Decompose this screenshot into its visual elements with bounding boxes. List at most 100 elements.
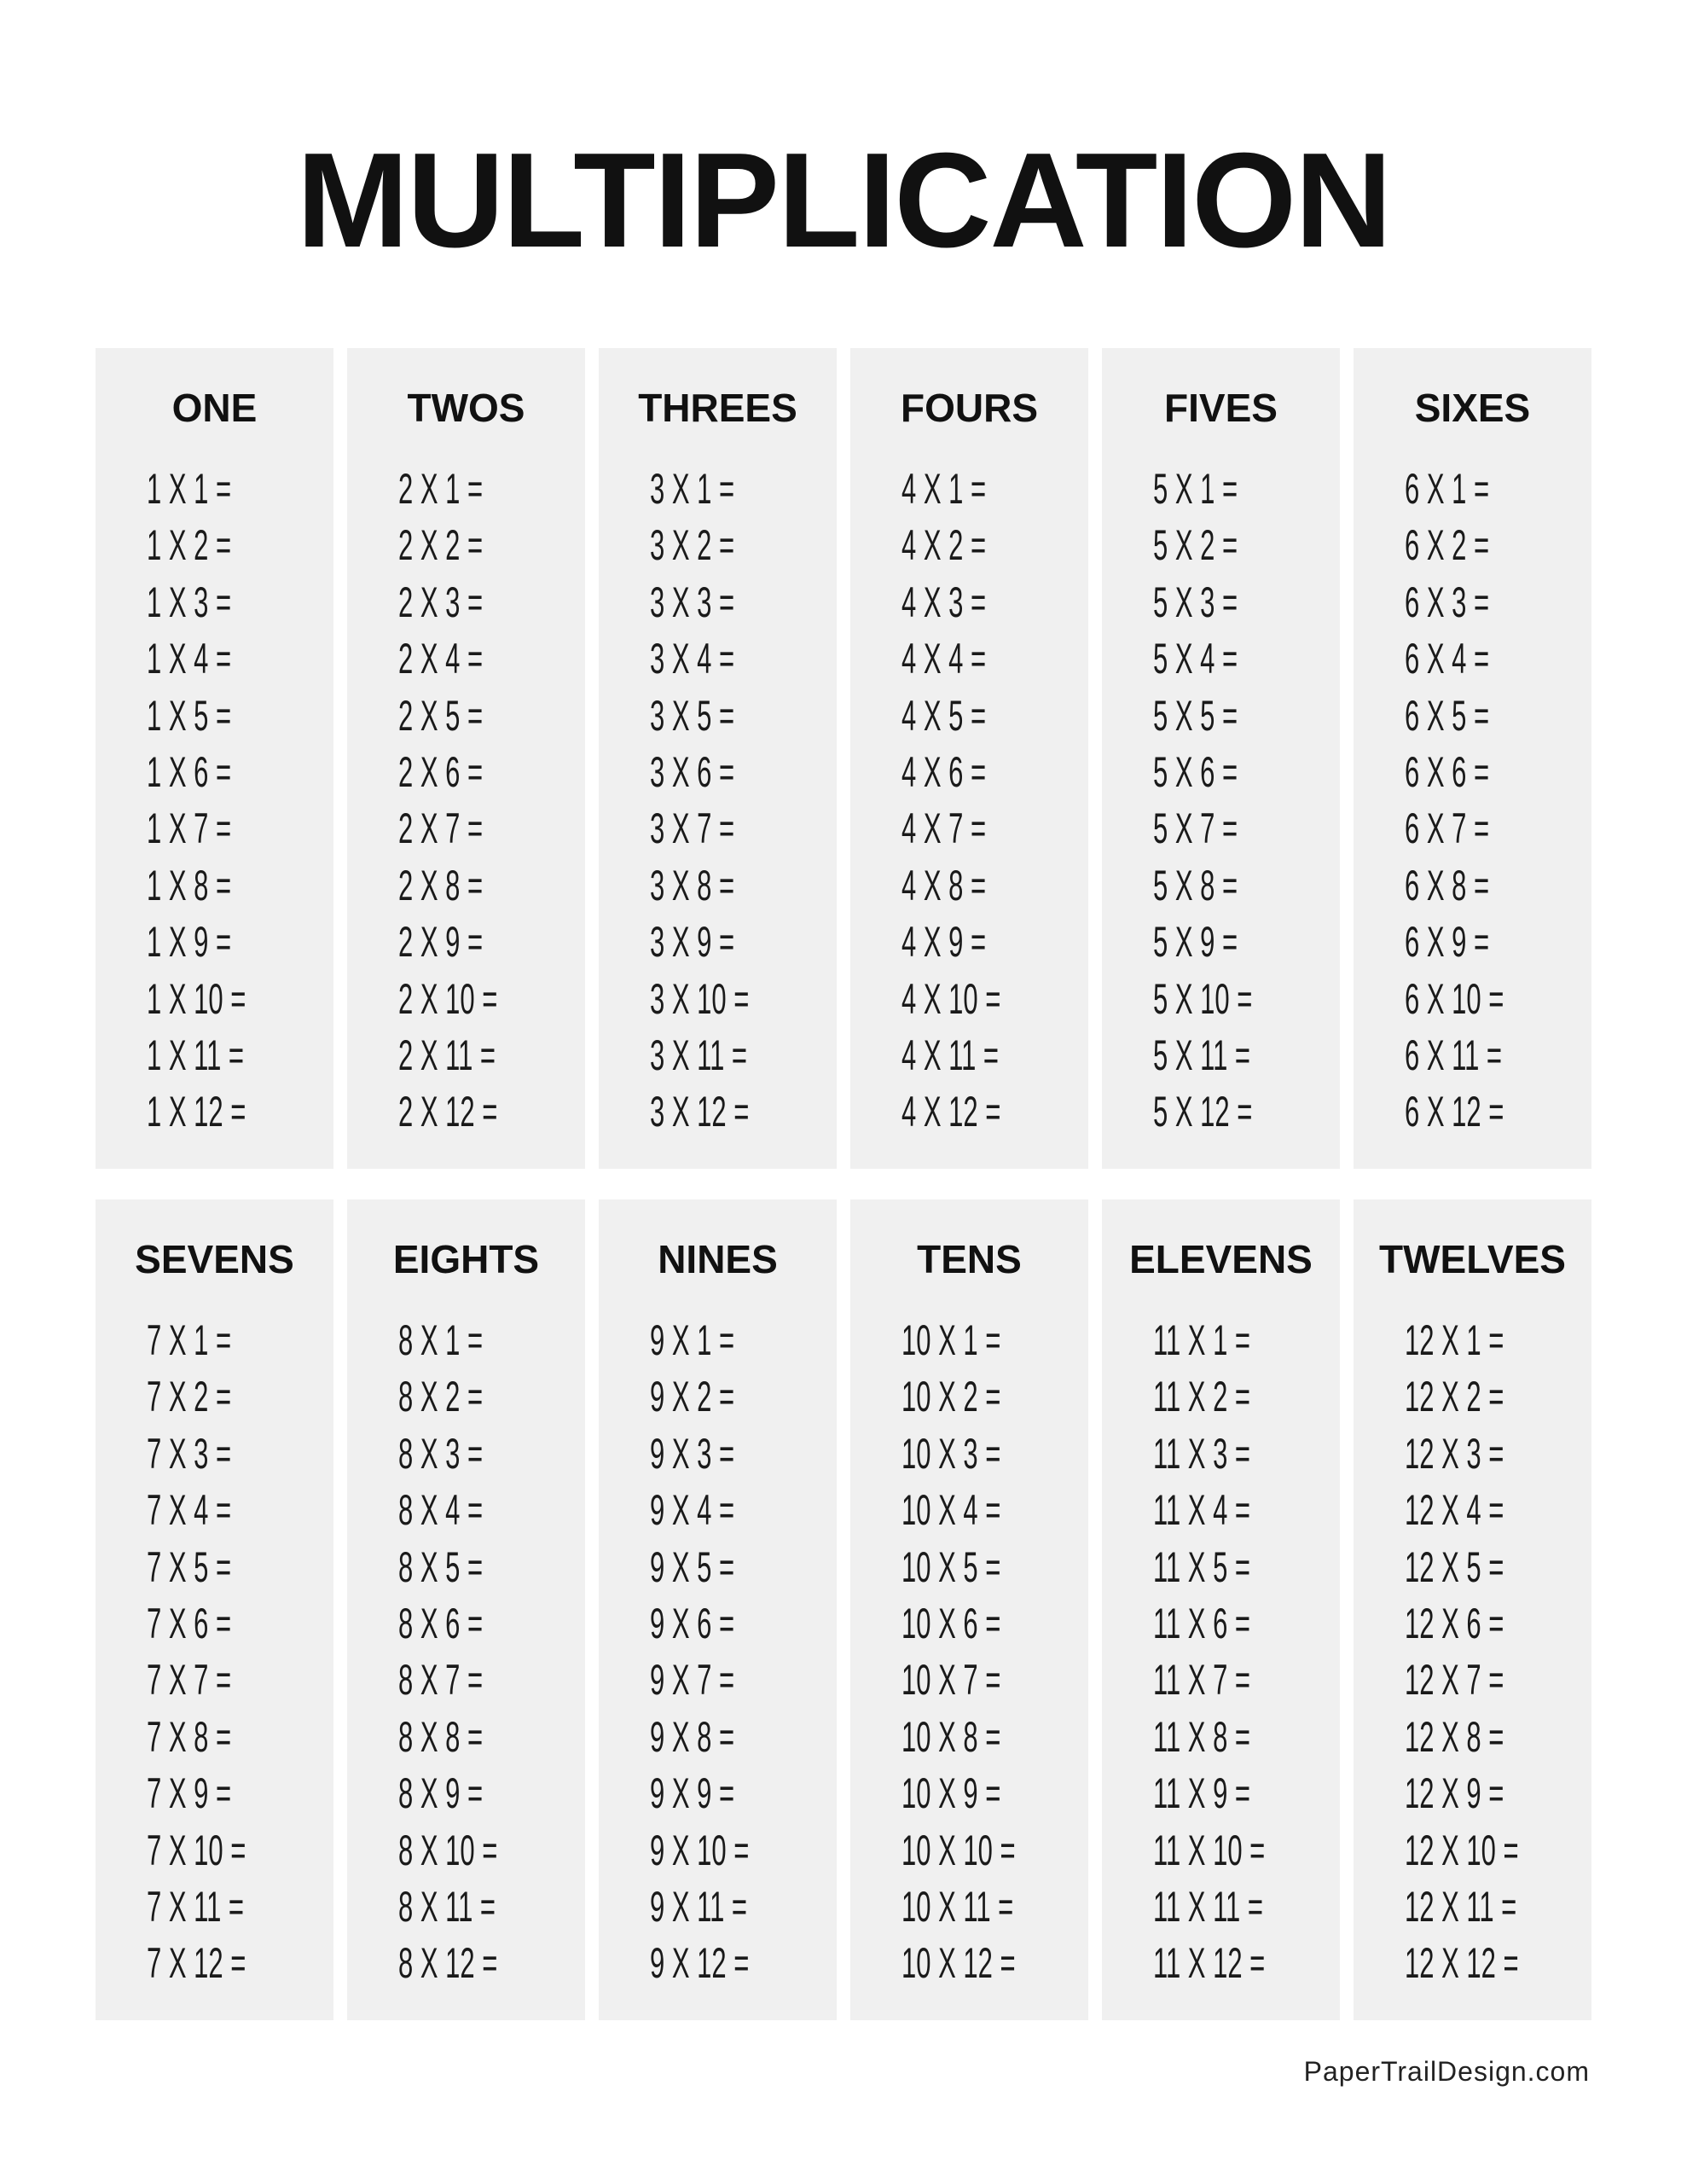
- times-table-panel: SIXES 6 X 1 = 6 X 2 = 6 X 3 = 6 X 4 = 6 X 5 =…: [1354, 348, 1591, 1169]
- equation-row: 4 X 7 =: [901, 804, 987, 853]
- equation-row: 9 X 7 =: [650, 1656, 735, 1705]
- equation-row: 8 X 12 =: [398, 1939, 498, 1988]
- equation-row: 1 X 6 =: [147, 747, 232, 796]
- equation-row: 6 X 11 =: [1405, 1031, 1503, 1079]
- table-heading: TENS: [917, 1237, 1022, 1281]
- equation-row: 10 X 7 =: [901, 1656, 1001, 1705]
- times-table-panel: NINES 9 X 1 = 9 X 2 = 9 X 3 = 9 X 4 = 9 X 5 =…: [599, 1199, 837, 2020]
- equation-row: 5 X 5 =: [1153, 691, 1238, 740]
- equation-row: 10 X 8 =: [901, 1712, 1001, 1761]
- equation-row: 4 X 10 =: [901, 974, 1001, 1023]
- equation-row: 4 X 4 =: [901, 635, 987, 683]
- equation-row: 9 X 9 =: [650, 1769, 735, 1818]
- equation-row: 1 X 8 =: [147, 861, 232, 909]
- equation-row: 4 X 5 =: [901, 691, 987, 740]
- table-heading: ELEVENS: [1129, 1237, 1313, 1281]
- table-heading: EIGHTS: [392, 1237, 540, 1281]
- equation-row: 7 X 1 =: [147, 1316, 232, 1364]
- times-table-panel: TENS 10 X 1 = 10 X 2 = 10 X 3 = 10 X 4 = 10 X…: [850, 1199, 1088, 2020]
- equation-row: 4 X 8 =: [901, 861, 987, 909]
- times-table-panel: SEVENS 7 X 1 = 7 X 2 = 7 X 3 = 7 X 4 = 7 X 5 …: [96, 1199, 333, 2020]
- equation-row: 12 X 8 =: [1405, 1712, 1504, 1761]
- equation-row: 12 X 5 =: [1405, 1542, 1504, 1591]
- equation-row: 5 X 7 =: [1153, 804, 1238, 853]
- equation-row: 8 X 4 =: [398, 1486, 484, 1535]
- equation-row: 2 X 12 =: [398, 1088, 498, 1136]
- equation-row: 12 X 4 =: [1405, 1486, 1504, 1535]
- equation-row: 8 X 8 =: [398, 1712, 484, 1761]
- equation-row: 3 X 10 =: [650, 974, 750, 1023]
- equation-row: 5 X 10 =: [1153, 974, 1253, 1023]
- equation-row: 7 X 5 =: [147, 1542, 232, 1591]
- equation-row: 9 X 2 =: [650, 1373, 735, 1421]
- equation-row: 3 X 1 =: [650, 465, 735, 513]
- equation-row: 9 X 6 =: [650, 1599, 735, 1647]
- equation-row: 12 X 1 =: [1405, 1316, 1504, 1364]
- equation-row: 8 X 6 =: [398, 1599, 484, 1647]
- equation-row: 4 X 3 =: [901, 578, 987, 626]
- equation-list: 10 X 1 = 10 X 2 = 10 X 3 = 10 X 4 = 10 X 5 =…: [901, 1312, 1085, 1992]
- equation-row: 11 X 3 =: [1153, 1429, 1251, 1478]
- footer-brand: PaperTrailDesign.com: [1303, 2056, 1590, 2087]
- equation-row: 10 X 1 =: [901, 1316, 1001, 1364]
- times-table-panel: TWELVES 12 X 1 = 12 X 2 = 12 X 3 = 12 X 4 = 1…: [1354, 1199, 1591, 2020]
- times-table-panel: TWOS 2 X 1 = 2 X 2 = 2 X 3 = 2 X 4 = 2 X 5 = 2…: [347, 348, 585, 1169]
- equation-row: 11 X 11 =: [1153, 1882, 1263, 1931]
- equation-row: 2 X 10 =: [398, 974, 498, 1023]
- equation-row: 7 X 9 =: [147, 1769, 232, 1818]
- equation-row: 8 X 9 =: [398, 1769, 484, 1818]
- page-title: MULTIPLICATION: [296, 125, 1393, 276]
- equation-row: 5 X 4 =: [1153, 635, 1238, 683]
- equation-row: 3 X 4 =: [650, 635, 735, 683]
- equation-row: 10 X 11 =: [901, 1882, 1014, 1931]
- equation-row: 5 X 2 =: [1153, 521, 1238, 570]
- equation-row: 3 X 9 =: [650, 918, 735, 967]
- equation-row: 2 X 8 =: [398, 861, 484, 909]
- equation-row: 11 X 4 =: [1153, 1486, 1251, 1535]
- equation-row: 3 X 2 =: [650, 521, 735, 570]
- equation-row: 9 X 1 =: [650, 1316, 735, 1364]
- equation-row: 12 X 6 =: [1405, 1599, 1504, 1647]
- equation-row: 7 X 3 =: [147, 1429, 232, 1478]
- equation-list: 9 X 1 = 9 X 2 = 9 X 3 = 9 X 4 = 9 X 5 = 9 X 6…: [650, 1312, 810, 1992]
- equation-row: 11 X 5 =: [1153, 1542, 1251, 1591]
- equation-row: 12 X 2 =: [1405, 1373, 1504, 1421]
- equation-row: 11 X 9 =: [1153, 1769, 1251, 1818]
- equation-row: 11 X 10 =: [1153, 1826, 1266, 1874]
- equation-row: 4 X 1 =: [901, 465, 987, 513]
- equation-row: 10 X 4 =: [901, 1486, 1001, 1535]
- equation-list: 2 X 1 = 2 X 2 = 2 X 3 = 2 X 4 = 2 X 5 = 2 X 6…: [398, 461, 559, 1141]
- equation-row: 1 X 10 =: [147, 974, 246, 1023]
- times-table-panel: FOURS 4 X 1 = 4 X 2 = 4 X 3 = 4 X 4 = 4 X 5 =…: [850, 348, 1088, 1169]
- equation-row: 11 X 6 =: [1153, 1599, 1251, 1647]
- equation-row: 12 X 3 =: [1405, 1429, 1504, 1478]
- equation-row: 7 X 8 =: [147, 1712, 232, 1761]
- equation-row: 5 X 8 =: [1153, 861, 1238, 909]
- equation-row: 8 X 11 =: [398, 1882, 496, 1931]
- equation-list: 1 X 1 = 1 X 2 = 1 X 3 = 1 X 4 = 1 X 5 = 1 X 6…: [147, 461, 307, 1141]
- equation-row: 1 X 2 =: [147, 521, 232, 570]
- table-heading: TWELVES: [1379, 1237, 1566, 1281]
- equation-row: 7 X 7 =: [147, 1656, 232, 1705]
- equation-row: 10 X 10 =: [901, 1826, 1016, 1874]
- equation-row: 6 X 10 =: [1405, 974, 1504, 1023]
- equation-list: 8 X 1 = 8 X 2 = 8 X 3 = 8 X 4 = 8 X 5 = 8 X 6…: [398, 1312, 559, 1992]
- equation-row: 6 X 9 =: [1405, 918, 1490, 967]
- equation-row: 8 X 3 =: [398, 1429, 484, 1478]
- table-heading: THREES: [638, 386, 797, 430]
- equation-row: 10 X 3 =: [901, 1429, 1001, 1478]
- equation-row: 4 X 2 =: [901, 521, 987, 570]
- equation-row: 1 X 5 =: [147, 691, 232, 740]
- equation-row: 2 X 5 =: [398, 691, 484, 740]
- equation-row: 7 X 10 =: [147, 1826, 246, 1874]
- table-heading: NINES: [658, 1237, 778, 1281]
- equation-row: 12 X 10 =: [1405, 1826, 1519, 1874]
- equation-row: 4 X 9 =: [901, 918, 987, 967]
- equation-row: 1 X 9 =: [147, 918, 232, 967]
- equation-row: 8 X 2 =: [398, 1373, 484, 1421]
- equation-row: 6 X 12 =: [1405, 1088, 1504, 1136]
- equation-row: 3 X 5 =: [650, 691, 735, 740]
- equation-row: 1 X 3 =: [147, 578, 232, 626]
- equation-row: 6 X 6 =: [1405, 747, 1490, 796]
- equation-row: 11 X 8 =: [1153, 1712, 1251, 1761]
